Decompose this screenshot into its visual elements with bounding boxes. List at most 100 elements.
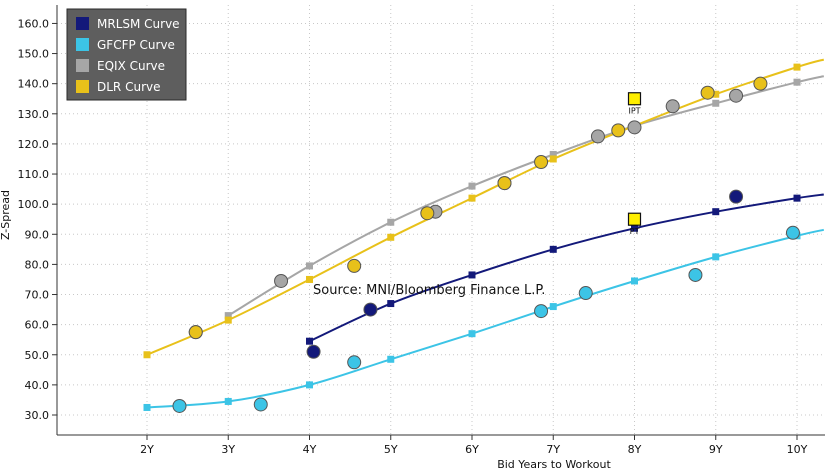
gfcfp-bond-point <box>172 398 187 413</box>
y-tick-label: 30.0 <box>25 409 50 422</box>
legend[interactable]: MRLSM Curve GFCFP Curve EQIX Curve DLR Curv… <box>66 8 187 101</box>
gfcfp-bond-point <box>578 286 593 301</box>
y-axis-ticks: 30.0 40.0 50.0 60.0 70.0 80.0 90.0 100.0 110.0 12… <box>18 17 57 422</box>
mrlsm-curve-point <box>793 194 801 202</box>
dlr-legend-swatch <box>76 80 89 93</box>
y-tick-label: 70.0 <box>25 289 50 302</box>
annotation-marker <box>627 92 642 106</box>
x-tick-label: 4Y <box>303 443 317 456</box>
gfcfp-curve-point <box>387 355 395 363</box>
y-tick-label: 100.0 <box>18 198 50 211</box>
gfcfp-curve-point <box>143 403 151 411</box>
gfcfp-curve-point <box>306 381 313 389</box>
mrlsm-bond-point <box>363 302 378 317</box>
dlr-curve-point <box>468 194 476 202</box>
gfcfp-legend-label: GFCFP Curve <box>97 38 175 52</box>
grid-lines <box>57 5 825 435</box>
mrlsm-bond-point <box>729 189 744 204</box>
x-tick-label: 9Y <box>709 443 723 456</box>
source-text: Source: MNI/Bloomberg Finance L.P. <box>313 283 545 298</box>
gfcfp-bond-point <box>253 397 268 412</box>
y-tick-label: 140.0 <box>18 78 50 91</box>
eqix-bond-point <box>729 88 744 103</box>
y-tick-label: 160.0 <box>18 17 50 30</box>
x-tick-label: 10Y <box>787 443 808 456</box>
mrlsm-legend-swatch <box>76 17 89 30</box>
y-tick-label: 60.0 <box>25 319 50 332</box>
mrlsm-bond-point <box>306 344 321 359</box>
gfcfp-curve-point <box>468 330 476 338</box>
dlr-bond-point <box>188 325 203 340</box>
dlr-curve-point <box>143 351 151 359</box>
x-tick-label: 3Y <box>221 443 235 456</box>
bond-markers <box>172 76 800 413</box>
eqix-curve-point <box>306 262 313 270</box>
mrlsm-curve-point <box>387 300 395 308</box>
eqix-bond-point <box>274 273 289 288</box>
x-tick-label: 8Y <box>628 443 642 456</box>
eqix-bond-point <box>590 129 605 144</box>
dlr-curve-point <box>387 233 395 241</box>
gfcfp-curve-point <box>631 277 638 285</box>
dlr-bond-point <box>700 85 715 100</box>
y-axis-title: Z-Spread <box>0 190 12 240</box>
y-tick-label: 150.0 <box>18 48 50 61</box>
x-tick-label: 6Y <box>465 443 479 456</box>
gfcfp-bond-point <box>688 267 703 282</box>
mrlsm-curve-line <box>309 193 824 343</box>
mrlsm-curve-point <box>712 208 720 216</box>
dlr-curve-point <box>712 90 720 98</box>
y-tick-label: 80.0 <box>25 258 50 271</box>
eqix-curve-point <box>224 312 232 320</box>
eqix-curve-point <box>468 182 476 190</box>
eqix-curve-point <box>387 218 395 226</box>
eqix-bond-point <box>665 99 680 114</box>
y-tick-label: 90.0 <box>25 228 50 241</box>
gfcfp-curve-point <box>712 253 720 261</box>
eqix-curve-point <box>549 150 557 158</box>
dlr-bond-point <box>753 76 768 91</box>
dlr-bond-point <box>497 176 512 191</box>
dlr-curve-point <box>224 316 232 324</box>
x-axis-title: Bid Years to Workout <box>497 458 611 470</box>
x-axis-ticks: 2Y 3Y 4Y 5Y 6Y 7Y 8Y 9Y 10Y <box>140 435 808 456</box>
mrlsm-curve-point <box>306 337 313 345</box>
mrlsm-curve-point <box>468 271 476 279</box>
dlr-legend-label: DLR Curve <box>97 80 160 94</box>
gfcfp-curve-point <box>549 303 557 311</box>
dlr-curve-point <box>549 155 557 163</box>
dlr-curve-point <box>306 275 313 283</box>
y-tick-label: 40.0 <box>25 379 50 392</box>
gfcfp-curve-line <box>146 228 825 409</box>
annotation-marker <box>627 212 642 226</box>
eqix-bond-point <box>627 120 642 135</box>
eqix-curve-point <box>712 99 720 107</box>
eqix-legend-swatch <box>76 59 89 72</box>
gfcfp-legend-swatch <box>76 38 89 51</box>
mrlsm-curve-point <box>549 245 557 253</box>
mrlsm-curve-point <box>631 224 638 232</box>
dlr-bond-point <box>347 258 362 273</box>
dlr-bond-point <box>420 206 435 221</box>
annotation-label: IPT <box>628 107 640 116</box>
gfcfp-curve-point <box>224 397 232 405</box>
y-tick-label: 120.0 <box>18 138 50 151</box>
dlr-bond-point <box>611 123 626 138</box>
gfcfp-bond-point <box>785 225 800 240</box>
gfcfp-bond-point <box>534 304 549 319</box>
mrlsm-legend-label: MRLSM Curve <box>97 17 180 31</box>
dlr-curve-point <box>793 63 801 71</box>
y-tick-label: 130.0 <box>18 108 50 121</box>
gfcfp-bond-point <box>347 355 362 370</box>
annotation-label: PT <box>630 227 640 236</box>
x-tick-label: 2Y <box>140 443 154 456</box>
axes <box>56 5 825 436</box>
x-tick-label: 5Y <box>384 443 398 456</box>
y-tick-label: 110.0 <box>18 168 50 181</box>
annotations: IPT PT <box>627 92 642 236</box>
eqix-legend-label: EQIX Curve <box>97 59 165 73</box>
y-tick-label: 50.0 <box>25 349 50 362</box>
dlr-bond-point <box>534 154 549 169</box>
x-tick-label: 7Y <box>546 443 560 456</box>
eqix-curve-point <box>793 78 801 86</box>
